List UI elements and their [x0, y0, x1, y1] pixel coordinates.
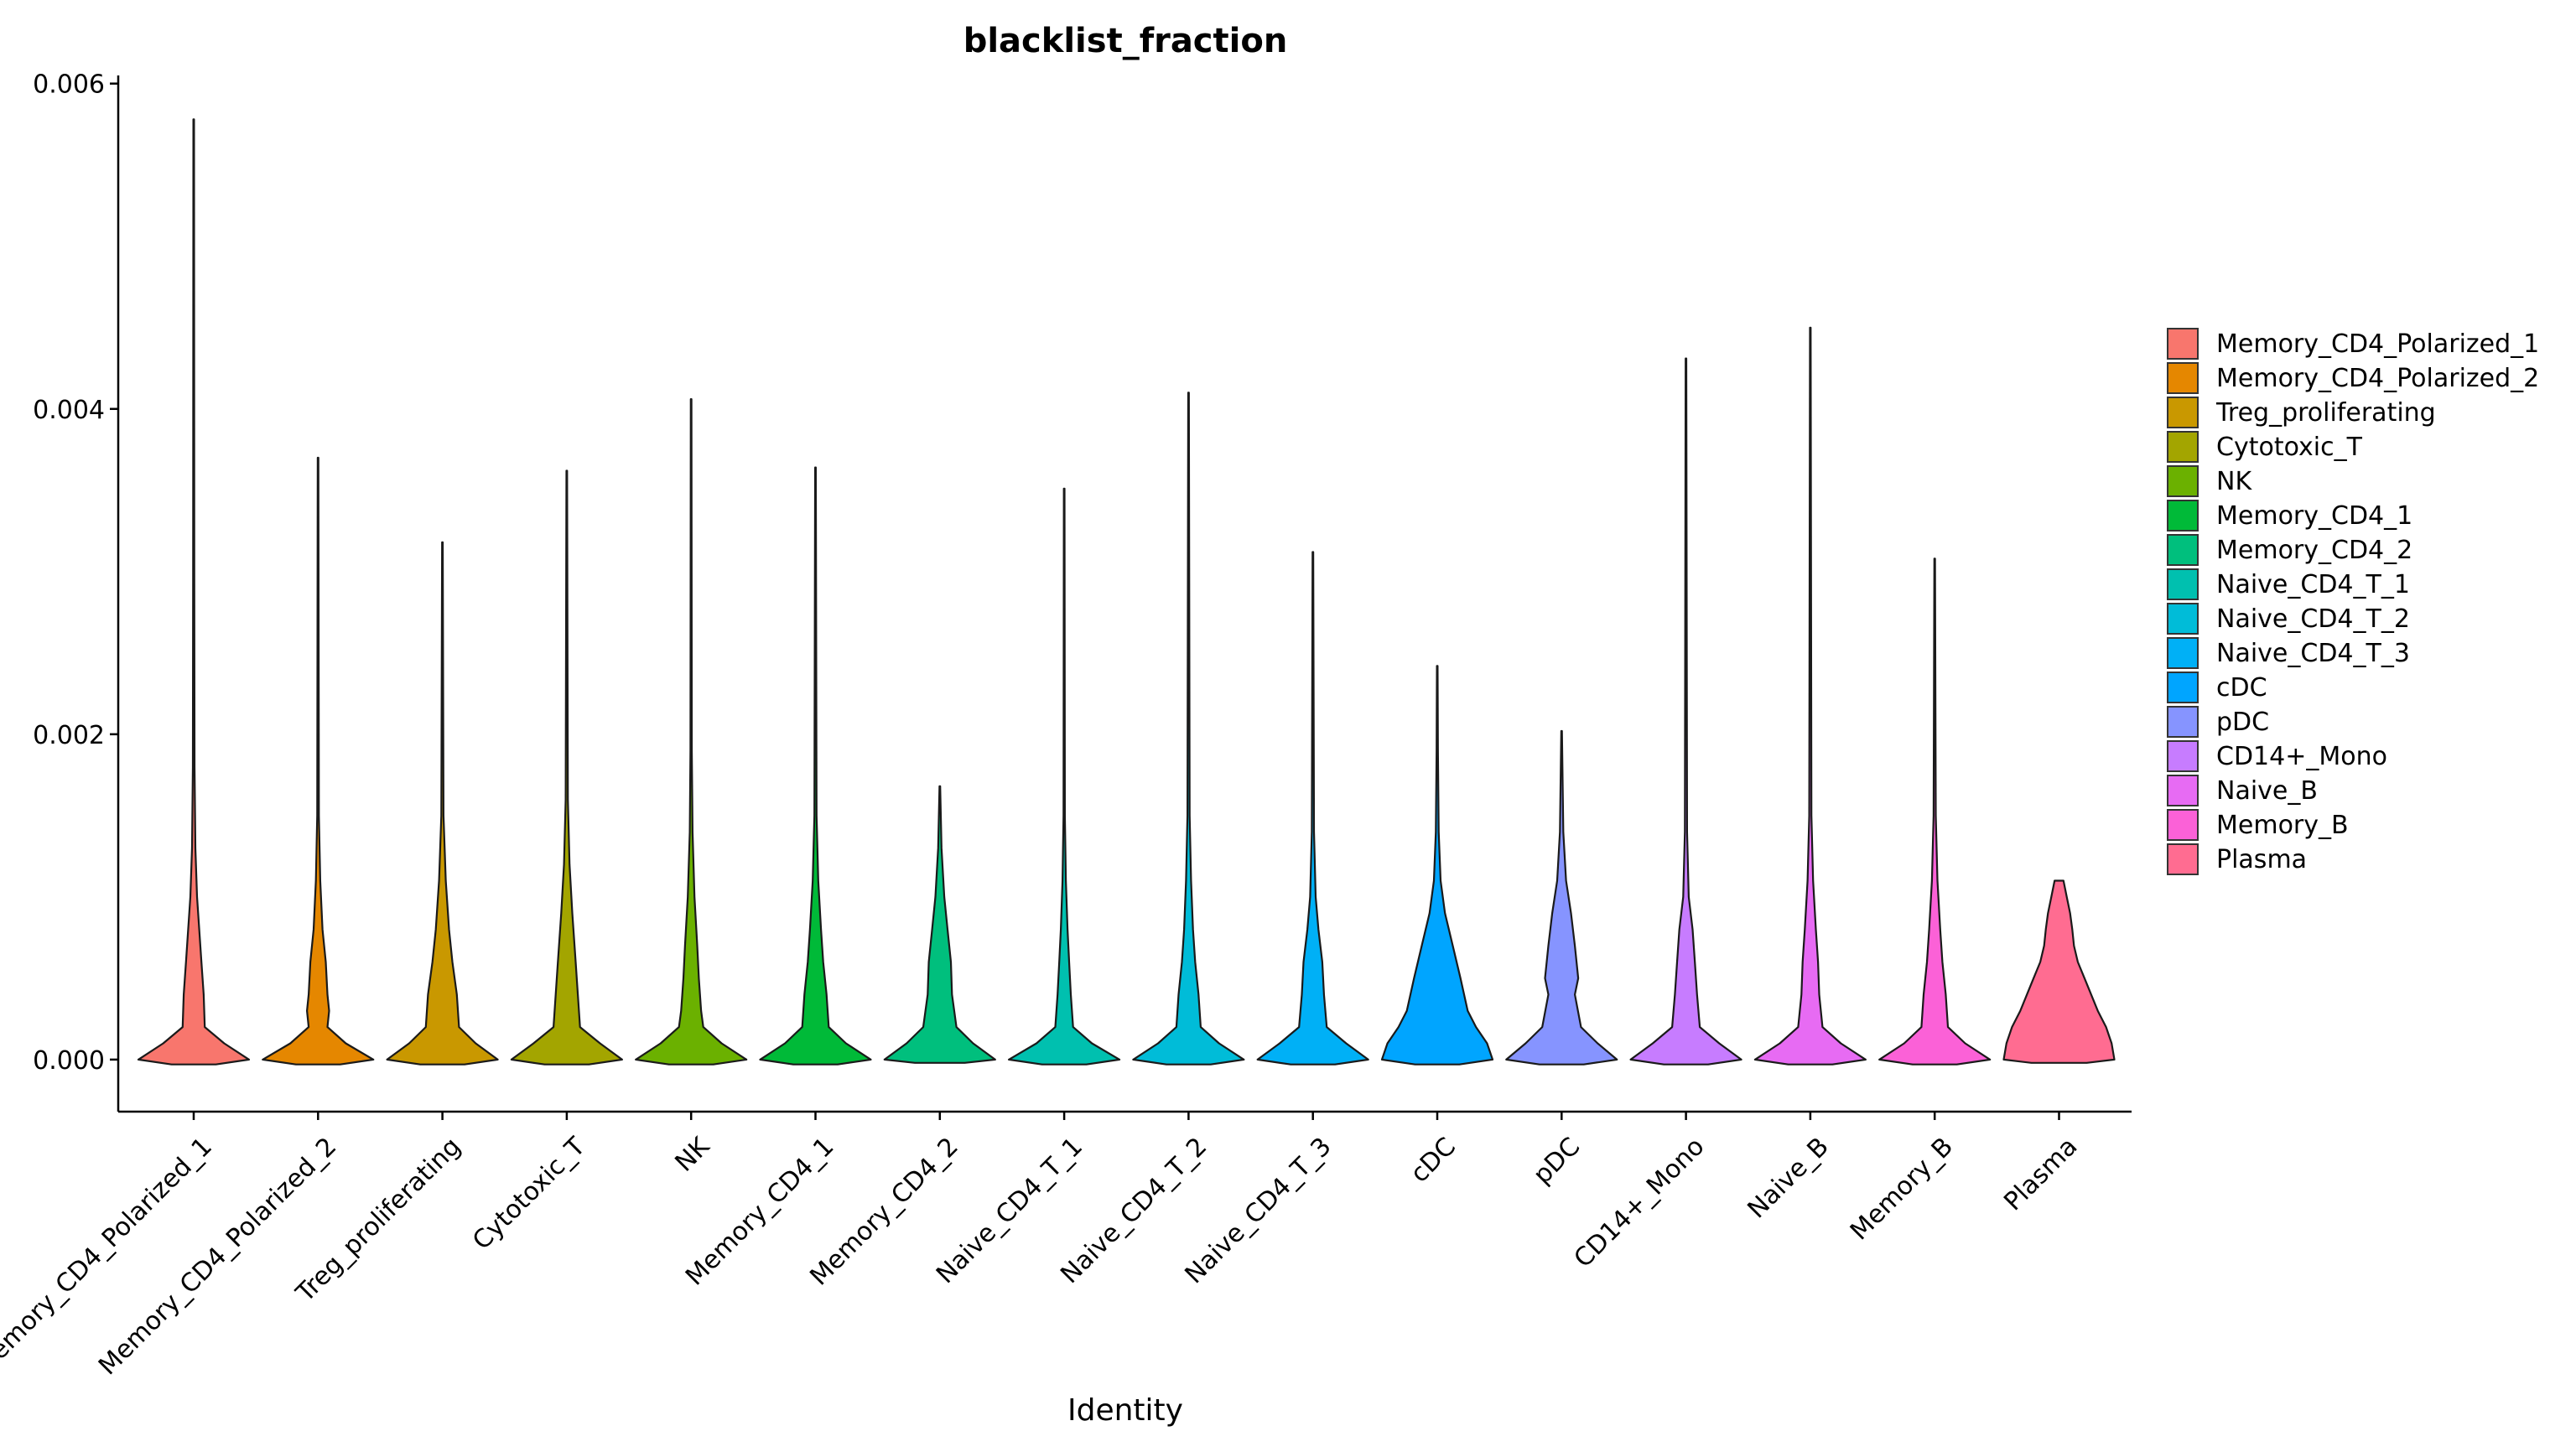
x-tick-label: Memory_CD4_Polarized_2 [93, 1132, 342, 1381]
x-tick-label: CD14+_Mono [1569, 1132, 1711, 1273]
violin-Memory_CD4_2 [883, 785, 996, 1064]
legend-swatch [2167, 843, 2199, 875]
legend-swatch [2167, 568, 2199, 600]
y-tick-label: 0.006 [33, 70, 105, 100]
violin-CD14+_Mono [1629, 357, 1742, 1066]
legend-swatch [2167, 809, 2199, 841]
y-tick-label: 0.000 [33, 1046, 105, 1076]
x-tick-label: Memory_B [1845, 1132, 1959, 1246]
legend-swatch [2167, 775, 2199, 806]
violin-Naive_CD4_T_3 [1256, 551, 1369, 1066]
y-tick-label: 0.002 [33, 721, 105, 750]
violin-Memory_B [1878, 557, 1992, 1066]
legend-swatch [2167, 603, 2199, 635]
legend-label: Memory_CD4_Polarized_2 [2216, 364, 2539, 393]
legend-label: NK [2216, 467, 2252, 496]
x-tick-label: cDC [1405, 1132, 1462, 1189]
legend-label: Cytotoxic_T [2216, 433, 2363, 462]
legend-swatch [2167, 328, 2199, 360]
legend-label: pDC [2216, 708, 2269, 737]
legend-label: Naive_CD4_T_3 [2216, 639, 2410, 668]
violin-Naive_B [1753, 326, 1867, 1066]
legend-swatch [2167, 362, 2199, 394]
violin-Memory_CD4_Polarized_2 [262, 456, 375, 1066]
x-tick-label: NK [670, 1131, 716, 1177]
legend-label: Treg_proliferating [2215, 398, 2436, 428]
legend-swatch [2167, 706, 2199, 738]
legend-label: Naive_CD4_T_1 [2216, 570, 2410, 599]
legend-label: Naive_B [2216, 776, 2318, 806]
violin-Naive_CD4_T_1 [1008, 487, 1121, 1066]
legend-label: Plasma [2216, 845, 2307, 874]
violin-Cytotoxic_T [510, 469, 623, 1066]
violin-NK [635, 398, 748, 1066]
violin-pDC [1505, 729, 1618, 1066]
chart-title: blacklist_fraction [963, 22, 1288, 60]
violin-Plasma [2002, 879, 2116, 1064]
legend-swatch [2167, 672, 2199, 703]
legend: Memory_CD4_Polarized_1 Memory_CD4_Polariz… [2167, 328, 2539, 875]
violin-Treg_proliferating [386, 541, 499, 1066]
legend-label: Memory_CD4_Polarized_1 [2216, 329, 2539, 359]
x-tick-label: Naive_B [1742, 1132, 1835, 1224]
x-axis-title: Identity [1067, 1393, 1183, 1428]
legend-label: cDC [2216, 673, 2267, 703]
violin-Memory_CD4_1 [759, 466, 872, 1066]
legend-label: Naive_CD4_T_2 [2216, 604, 2410, 634]
y-tick-label: 0.004 [33, 396, 105, 425]
legend-label: CD14+_Mono [2216, 742, 2387, 771]
plot-area [137, 118, 2116, 1066]
legend-swatch [2167, 431, 2199, 463]
violin-Memory_CD4_Polarized_1 [137, 118, 251, 1066]
legend-label: Memory_CD4_1 [2216, 501, 2412, 531]
legend-swatch [2167, 465, 2199, 497]
legend-swatch [2167, 637, 2199, 669]
violin-cDC [1380, 665, 1494, 1066]
legend-label: Memory_B [2216, 811, 2349, 840]
legend-swatch [2167, 500, 2199, 532]
legend-label: Memory_CD4_2 [2216, 536, 2412, 565]
legend-swatch [2167, 740, 2199, 772]
legend-swatch [2167, 397, 2199, 428]
x-tick-label: Cytotoxic_T [467, 1132, 591, 1256]
x-tick-label: pDC [1528, 1132, 1586, 1190]
violin-Naive_CD4_T_2 [1132, 392, 1245, 1066]
legend-swatch [2167, 534, 2199, 566]
x-tick-label: Plasma [1998, 1132, 2083, 1216]
